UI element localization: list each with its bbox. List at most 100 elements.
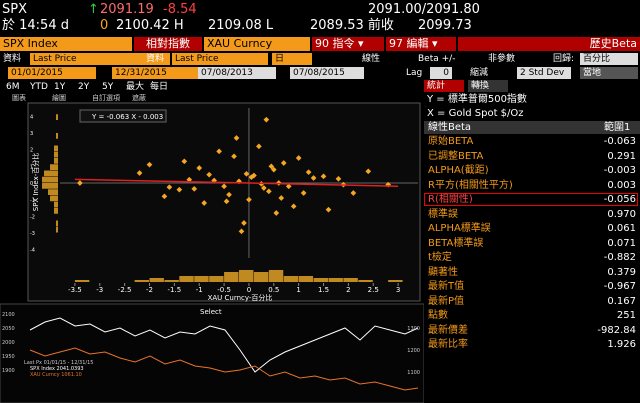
y-histogram-bar <box>56 133 58 139</box>
stat-value: 0.167 <box>607 295 636 307</box>
point <box>295 155 302 161</box>
edit[interactable]: 97 編輯 ▾ <box>386 37 456 51</box>
point <box>310 175 317 181</box>
tool[interactable]: 遮蔽 <box>132 94 146 102</box>
point <box>201 200 208 206</box>
point <box>223 198 230 205</box>
label: Lag <box>406 68 423 78</box>
range-button[interactable]: 6M <box>6 82 20 92</box>
point <box>256 143 262 150</box>
highlight <box>424 193 638 206</box>
stat-label: t檢定 <box>428 252 452 263</box>
range-button[interactable]: 最大 <box>126 82 145 92</box>
date[interactable]: 01/01/2015 <box>8 67 96 79</box>
security2[interactable]: XAU Curncy <box>204 37 310 51</box>
option[interactable]: 非參數 <box>488 54 516 64</box>
history-tick: 1950 <box>2 354 15 360</box>
stat-label: ALPHA(截距) <box>428 165 489 176</box>
y-tick-label: 3 <box>30 131 33 137</box>
stat-label: R(相關性) <box>428 194 473 205</box>
tab[interactable]: 轉換 <box>468 80 508 92</box>
y-tick-label: -1 <box>30 198 35 204</box>
x-tick-label: -2 <box>146 286 153 294</box>
field[interactable]: 百分比 <box>580 53 638 65</box>
last: 2091.19 <box>100 2 154 17</box>
regression-line <box>74 178 399 187</box>
x-tick-label: -1 <box>196 286 203 294</box>
range-button[interactable]: 2Y <box>78 82 90 92</box>
legend: XAU Curncy 1061.10 <box>30 372 82 378</box>
range-button[interactable]: YTD <box>30 82 48 92</box>
date[interactable]: 07/08/2013 <box>198 67 276 79</box>
point <box>320 173 327 180</box>
point <box>248 174 255 180</box>
stat-value: 0.379 <box>607 266 636 278</box>
low: 2089.53 前收 <box>310 18 394 33</box>
stat-label: 最新價差 <box>428 324 468 336</box>
date[interactable]: 12/31/2015 <box>112 67 200 79</box>
tool[interactable]: 自訂選項 <box>92 94 120 102</box>
annotation: Y = -0.063 X - 0.003 <box>91 113 163 121</box>
y-histogram-bar <box>42 183 58 189</box>
stat-value: -0.882 <box>603 252 636 263</box>
vol: 0 <box>100 18 109 33</box>
point <box>216 148 222 155</box>
stat-value: 251 <box>616 310 636 321</box>
field[interactable]: 日 <box>272 53 312 65</box>
select: Select <box>200 308 222 316</box>
spx-line <box>29 317 419 373</box>
legend: Last Px 01/01/15 - 12/31/15 <box>24 360 93 366</box>
actions[interactable]: 90 指令 ▾ <box>312 37 384 51</box>
point <box>325 206 332 213</box>
range-button[interactable]: 5Y <box>102 82 114 92</box>
stat-value: -0.967 <box>603 281 636 292</box>
security1[interactable]: SPX Index <box>0 37 132 51</box>
y-tick-label: -3 <box>30 231 35 237</box>
option[interactable]: Beta +/- <box>418 54 456 64</box>
x-histogram-bar <box>313 278 328 282</box>
field[interactable]: 2 Std Dev <box>517 67 571 79</box>
stat-label: R平方(相關性平方) <box>428 179 513 191</box>
stat-value: 0.291 <box>607 150 636 162</box>
tab[interactable]: 統計 <box>424 80 464 92</box>
x-histogram-bar <box>328 278 343 282</box>
y-histogram-bar <box>44 170 58 177</box>
history-frame <box>0 303 424 403</box>
x-histogram-bar <box>164 280 179 282</box>
option[interactable]: 線性 <box>362 54 381 64</box>
x-histogram-bar <box>209 276 224 282</box>
stat-value: 1.926 <box>607 339 636 350</box>
y-histogram-bar <box>54 145 58 152</box>
point <box>161 193 168 200</box>
x-tick-label: -3 <box>96 286 103 294</box>
point <box>191 186 198 192</box>
point <box>206 171 212 178</box>
point <box>238 228 245 235</box>
x-histogram-bar <box>388 280 403 282</box>
point <box>146 161 153 168</box>
x-axis-label: XAU Curncy-百分比 <box>208 293 273 302</box>
stat-label: 已調整BETA <box>428 150 484 162</box>
mode[interactable]: 相對指數 <box>134 37 202 51</box>
y-histogram-bar <box>50 195 58 202</box>
arrow: ↑ <box>88 2 99 17</box>
point <box>231 153 237 160</box>
field[interactable]: 0 <box>430 67 452 79</box>
x-histogram-bar <box>194 276 209 282</box>
range-button[interactable]: 每日 <box>150 82 169 92</box>
field[interactable]: Last Price <box>172 53 268 65</box>
x-histogram-bar <box>343 278 358 282</box>
y-histogram-bar <box>54 201 58 208</box>
option[interactable]: 縮減 <box>470 68 489 78</box>
tool[interactable]: 圖表 <box>12 94 26 102</box>
date[interactable]: 07/08/2015 <box>290 67 364 79</box>
field[interactable]: Last Price <box>30 53 170 65</box>
field[interactable]: 當地 <box>580 67 638 79</box>
history-tick: 2000 <box>2 340 15 346</box>
x-tick-label: 1.5 <box>318 286 329 294</box>
tool[interactable]: 繪圖 <box>52 94 66 102</box>
stat-value: 0.061 <box>607 223 636 234</box>
range-button[interactable]: 1Y <box>54 82 66 92</box>
y-histogram-bar <box>54 208 58 214</box>
stat-label: 顯著性 <box>428 266 458 278</box>
